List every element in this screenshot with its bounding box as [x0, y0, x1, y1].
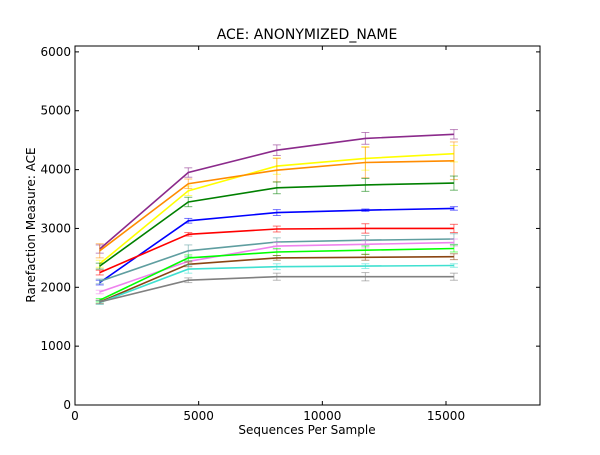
x-axis-label: Sequences Per Sample	[238, 423, 375, 437]
x-tick-label: 0	[71, 409, 79, 423]
series-4	[95, 175, 458, 270]
series-line	[99, 207, 454, 284]
y-axis-label: Rarefaction Measure: ACE	[24, 147, 38, 302]
series-line	[99, 238, 454, 283]
y-tick-label: 0	[63, 398, 71, 412]
y-tick-label: 5000	[40, 104, 71, 118]
y-tick-label: 1000	[40, 339, 71, 353]
y-tick-label: 3000	[40, 221, 71, 235]
series-3	[95, 141, 458, 259]
series-layer	[95, 129, 458, 305]
series-11	[95, 263, 458, 305]
series-line	[99, 247, 454, 301]
y-tick-label: 6000	[40, 45, 71, 59]
plot-frame	[74, 45, 541, 406]
series-12	[95, 272, 458, 305]
series-1	[95, 129, 458, 254]
series-line	[99, 227, 454, 274]
x-tick-label: 15000	[427, 409, 465, 423]
x-tick-label: 5000	[183, 409, 214, 423]
x-tick-label: 10000	[303, 409, 341, 423]
series-line	[99, 160, 454, 252]
y-tick-label: 2000	[40, 280, 71, 294]
series-line	[99, 264, 454, 304]
series-6	[95, 223, 458, 276]
series-5	[95, 206, 458, 286]
ticks-layer: 0 5000 10000 15000 0 1000 2000 3000 4000 5000 6000	[40, 45, 540, 423]
series-line	[99, 255, 454, 303]
series-line	[99, 275, 454, 303]
series-line	[99, 182, 454, 267]
chart-title: ACE: ANONYMIZED_NAME	[217, 27, 398, 43]
series-line	[99, 133, 454, 250]
y-tick-label: 4000	[40, 163, 71, 177]
